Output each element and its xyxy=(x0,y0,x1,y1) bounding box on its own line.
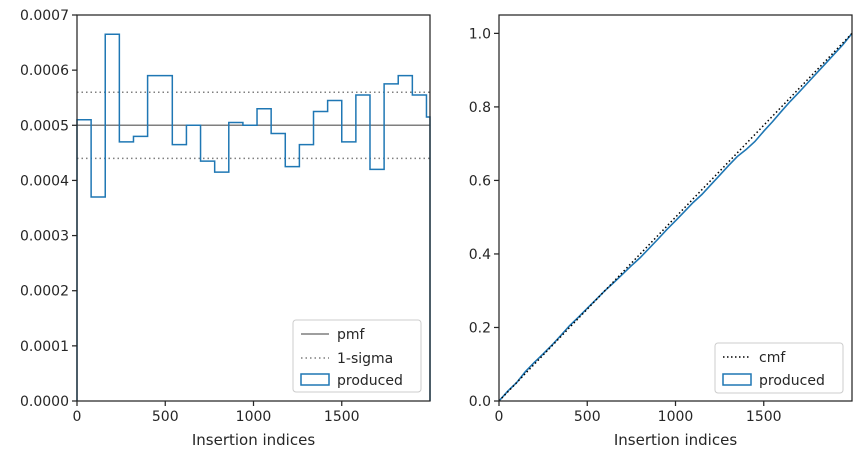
cmf-line xyxy=(498,32,853,402)
cmf-x-tick-label: 1500 xyxy=(746,409,782,425)
pmf-y-tick-label: 0.0001 xyxy=(20,339,69,355)
cmf-y-tick-label: 0.4 xyxy=(469,247,491,263)
cmf-y-tick-label: 0.0 xyxy=(469,394,491,410)
pmf-panel: 0 500 1000 1500 0.0000 0.0001 0.0002 0.0003 0.00… xyxy=(20,8,431,449)
cmf-produced-legend-swatch xyxy=(722,373,752,386)
pmf-y-tick-label: 0.0004 xyxy=(20,173,69,189)
pmf-y-tick-label: 0.0003 xyxy=(20,229,69,245)
cmf-x-axis-label: Insertion indices xyxy=(614,431,737,449)
pmf-legend: pmf 1-sigma produced xyxy=(292,319,422,393)
pmf-y-tick-label: 0.0005 xyxy=(20,118,69,134)
pmf-x-tick-label: 0 xyxy=(73,409,82,425)
produced-legend-swatch xyxy=(300,373,330,386)
pmf-y-tick-label: 0.0000 xyxy=(20,394,69,410)
cmf-y-tick-label: 0.8 xyxy=(469,100,491,116)
cmf-produced-legend-label: produced xyxy=(759,373,825,389)
pmf-x-tick-label: 1500 xyxy=(324,409,360,425)
pmf-legend-label: pmf xyxy=(337,327,366,343)
cmf-y-tick-label: 1.0 xyxy=(469,26,491,42)
cmf-panel: 0 500 1000 1500 0.0 0.2 0.4 0.6 0.8 1.0 Insertion… xyxy=(469,14,853,449)
produced-cumulative-line xyxy=(498,32,853,402)
cmf-legend: cmf produced xyxy=(714,342,844,394)
cmf-x-tick-label: 1000 xyxy=(658,409,694,425)
cmf-x-tick-label: 0 xyxy=(495,409,504,425)
pmf-y-tick-label: 0.0002 xyxy=(20,284,69,300)
produced-histogram xyxy=(76,33,431,401)
pmf-axes-frame xyxy=(76,14,431,402)
cmf-axes-frame xyxy=(498,14,853,402)
pmf-y-tick-label: 0.0006 xyxy=(20,63,69,79)
cmf-legend-label: cmf xyxy=(759,350,786,366)
cmf-x-tick-label: 500 xyxy=(574,409,601,425)
cmf-legend-box xyxy=(714,342,844,394)
pmf-x-tick-label: 1000 xyxy=(236,409,272,425)
pmf-x-tick-label: 500 xyxy=(152,409,179,425)
pmf-y-tick-label: 0.0007 xyxy=(20,8,69,24)
sigma-legend-label: 1-sigma xyxy=(337,351,393,367)
produced-legend-label: produced xyxy=(337,373,403,389)
pmf-x-axis-label: Insertion indices xyxy=(192,431,315,449)
cmf-y-tick-label: 0.2 xyxy=(469,320,491,336)
cmf-y-tick-label: 0.6 xyxy=(469,173,491,189)
